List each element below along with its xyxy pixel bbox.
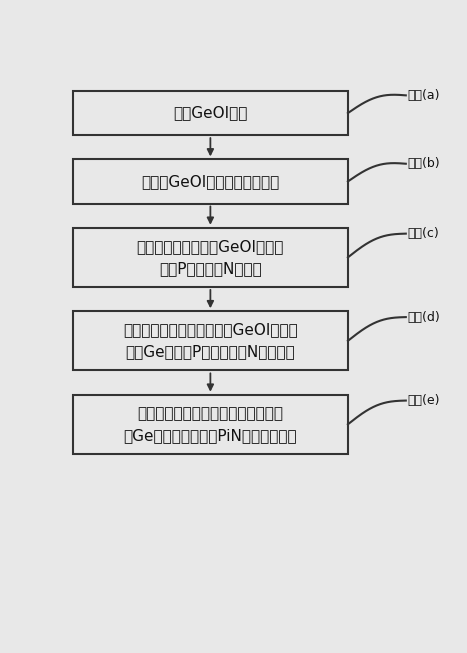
Text: 步骤(e): 步骤(e) — [408, 394, 440, 407]
Text: 利用光刻工艺在所述GeOI衬底内
形成P型沟槽和N型沟槽: 利用光刻工艺在所述GeOI衬底内 形成P型沟槽和N型沟槽 — [137, 239, 284, 276]
Bar — [73, 311, 348, 370]
Text: 步骤(b): 步骤(b) — [408, 157, 440, 170]
Text: 步骤(a): 步骤(a) — [408, 89, 440, 102]
Text: 光刻引线孔并钝化处理以完成所述异
质Ge基固态等离子体PiN二极管的制备: 光刻引线孔并钝化处理以完成所述异 质Ge基固态等离子体PiN二极管的制备 — [124, 406, 297, 443]
Bar — [73, 159, 348, 204]
Bar — [73, 394, 348, 454]
Bar — [73, 228, 348, 287]
Bar — [73, 91, 348, 135]
Text: 步骤(d): 步骤(d) — [408, 311, 440, 324]
Text: 在所述GeOI衬底内设置隔离区: 在所述GeOI衬底内设置隔离区 — [141, 174, 280, 189]
Text: 步骤(c): 步骤(c) — [408, 227, 439, 240]
Text: 利用离子注入工艺，在所述GeOI衬底的
顶层Ge内形成P型有源区和N型有源区: 利用离子注入工艺，在所述GeOI衬底的 顶层Ge内形成P型有源区和N型有源区 — [123, 322, 298, 359]
Text: 选取GeOI衬底: 选取GeOI衬底 — [173, 106, 248, 121]
